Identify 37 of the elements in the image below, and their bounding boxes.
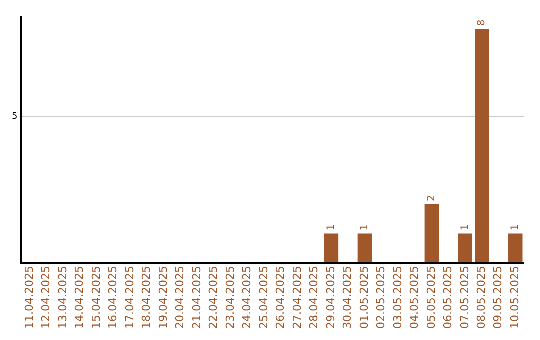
x-tick-label: 11.04.2025 (22, 266, 36, 330)
x-tick-label: 09.05.2025 (492, 266, 505, 330)
data-label: 1 (360, 224, 371, 231)
data-label: 1 (510, 224, 522, 231)
x-tick-label: 17.04.2025 (123, 266, 136, 330)
x-tick-label: 30.04.2025 (341, 266, 354, 330)
data-label: 8 (476, 20, 488, 26)
data-label: 1 (460, 224, 471, 231)
x-tick-label: 19.04.2025 (156, 266, 170, 330)
x-tick-label: 05.05.2025 (424, 266, 438, 330)
x-tick-label: 14.04.2025 (73, 266, 86, 330)
data-label: 2 (426, 195, 438, 202)
x-tick-label: 24.04.2025 (240, 266, 254, 330)
x-tick-label: 12.04.2025 (40, 266, 53, 330)
x-tick-label: 25.04.2025 (257, 266, 270, 330)
x-tick-label: 29.04.2025 (324, 266, 338, 330)
x-tick-label: 18.04.2025 (140, 266, 154, 330)
x-tick-label: 13.04.2025 (56, 266, 70, 330)
x-tick-label: 08.05.2025 (475, 266, 488, 330)
x-tick-label: 28.04.2025 (308, 266, 321, 330)
x-tick-label: 03.05.2025 (391, 266, 404, 330)
x-tick-label: 22.04.2025 (207, 266, 220, 330)
x-tick-label: 27.04.2025 (290, 266, 304, 330)
x-tick-label: 07.05.2025 (458, 266, 472, 330)
x-tick-label: 16.04.2025 (106, 266, 120, 330)
x-tick-label: 06.05.2025 (442, 266, 455, 330)
data-label: 1 (326, 224, 338, 231)
x-tick-label: 01.05.2025 (358, 266, 371, 330)
x-tick-label: 15.04.2025 (90, 266, 103, 330)
x-tick-label: 10.05.2025 (508, 266, 522, 330)
y-tick-label: 5 (12, 112, 18, 122)
x-tick-label: 04.05.2025 (408, 266, 422, 330)
x-tick-label: 02.05.2025 (374, 266, 388, 330)
x-tick-label: 21.04.2025 (190, 266, 204, 330)
x-tick-label: 26.04.2025 (274, 266, 288, 330)
x-tick-label: 23.04.2025 (224, 266, 237, 330)
x-tick-label: 20.04.2025 (174, 266, 187, 330)
